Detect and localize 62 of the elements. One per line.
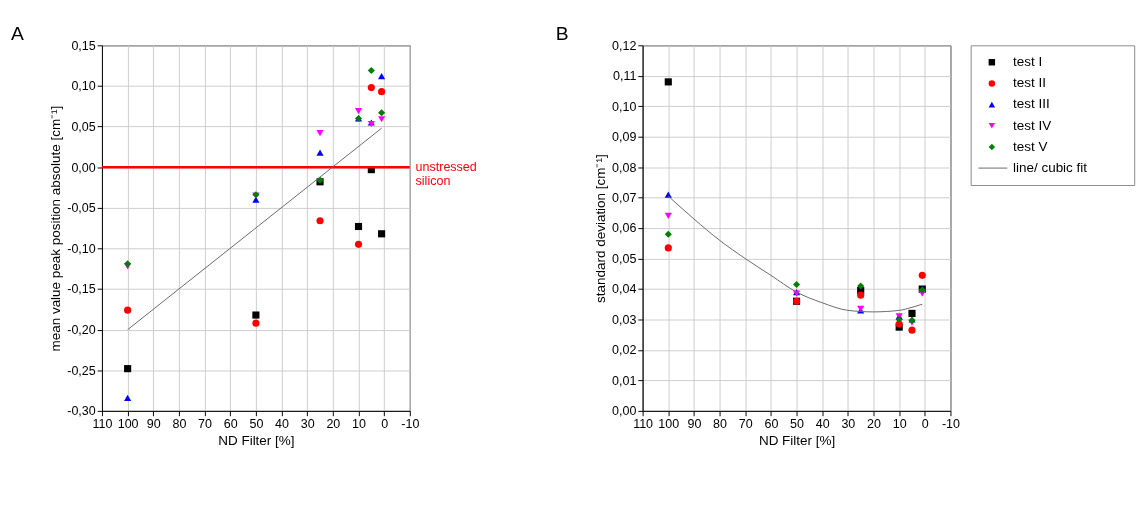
- x-tick-label: 110: [633, 416, 654, 431]
- x-tick-label: 70: [738, 416, 753, 431]
- y-tick-label: 0,02: [612, 343, 637, 358]
- y-tick-label: -0,05: [67, 201, 96, 216]
- y-tick-label: 0,12: [612, 38, 637, 53]
- y-tick-label: -0,10: [67, 241, 96, 256]
- x-tick-label: -10: [401, 416, 420, 431]
- x-tick-label: 80: [172, 416, 187, 431]
- y-tick-label: 0,07: [612, 190, 637, 205]
- legend-label: line/ cubic fit: [1013, 159, 1088, 175]
- x-tick-label: 30: [300, 416, 315, 431]
- y-tick-label: -0,20: [67, 322, 96, 337]
- x-tick-label: 50: [790, 416, 805, 431]
- y-tick-label: 0,04: [612, 282, 637, 297]
- y-tick-label: 0,15: [71, 38, 96, 53]
- x-tick-label: 80: [713, 416, 728, 431]
- x-tick-label: 40: [815, 416, 830, 431]
- y-tick-label: 0,10: [71, 79, 96, 94]
- y-tick-label: 0,09: [612, 130, 637, 145]
- y-tick-label: -0,15: [67, 282, 96, 297]
- x-tick-label: 60: [223, 416, 238, 431]
- x-tick-label: 0: [921, 416, 929, 431]
- x-tick-label: 10: [352, 416, 366, 431]
- x-axis-title: ND Filter [%]: [218, 433, 295, 449]
- x-tick-label: 70: [198, 416, 213, 431]
- x-tick-label: 20: [326, 416, 341, 431]
- x-tick-label: 90: [146, 416, 161, 431]
- y-tick-label: 0,00: [612, 404, 637, 419]
- x-axis-title: ND Filter [%]: [758, 433, 836, 449]
- legend-label: test II: [1013, 75, 1046, 91]
- chart-title: B: [555, 22, 569, 44]
- y-tick-label: 0,06: [612, 221, 637, 236]
- x-tick-label: 40: [275, 416, 290, 431]
- y-tick-label: 0,08: [612, 160, 637, 175]
- x-tick-label: -10: [941, 416, 961, 431]
- y-axis-title: mean value peak position absolute [cm⁻¹]: [48, 105, 64, 352]
- y-tick-label: 0,03: [612, 312, 637, 327]
- x-tick-label: 110: [92, 416, 113, 431]
- chart-title: A: [10, 22, 24, 44]
- x-tick-label: 50: [249, 416, 264, 431]
- y-tick-label: -0,25: [67, 363, 96, 378]
- x-tick-label: 100: [658, 416, 680, 431]
- x-tick-label: 30: [841, 416, 856, 431]
- y-tick-label: 0,01: [612, 373, 637, 388]
- x-tick-label: 10: [892, 416, 907, 431]
- y-tick-label: 0,05: [71, 119, 96, 134]
- y-tick-label: 0,10: [612, 99, 637, 114]
- y-tick-label: 0,00: [71, 160, 96, 175]
- legend-label: test V: [1013, 138, 1048, 154]
- x-tick-label: 0: [381, 416, 389, 431]
- y-tick-label: 0,05: [612, 251, 637, 266]
- x-tick-label: 60: [764, 416, 779, 431]
- legend-label: test I: [1013, 54, 1043, 70]
- x-tick-label: 100: [117, 416, 139, 431]
- y-axis-title: standard deviation [cm⁻¹]: [593, 154, 609, 303]
- x-tick-label: 90: [687, 416, 702, 431]
- x-tick-label: 20: [867, 416, 881, 431]
- y-tick-label: 0,11: [612, 69, 637, 84]
- legend-label: test IV: [1013, 117, 1052, 133]
- ref-line-label: unstressed silicon: [415, 160, 477, 189]
- legend-label: test III: [1013, 96, 1050, 112]
- y-tick-label: -0,30: [67, 404, 96, 419]
